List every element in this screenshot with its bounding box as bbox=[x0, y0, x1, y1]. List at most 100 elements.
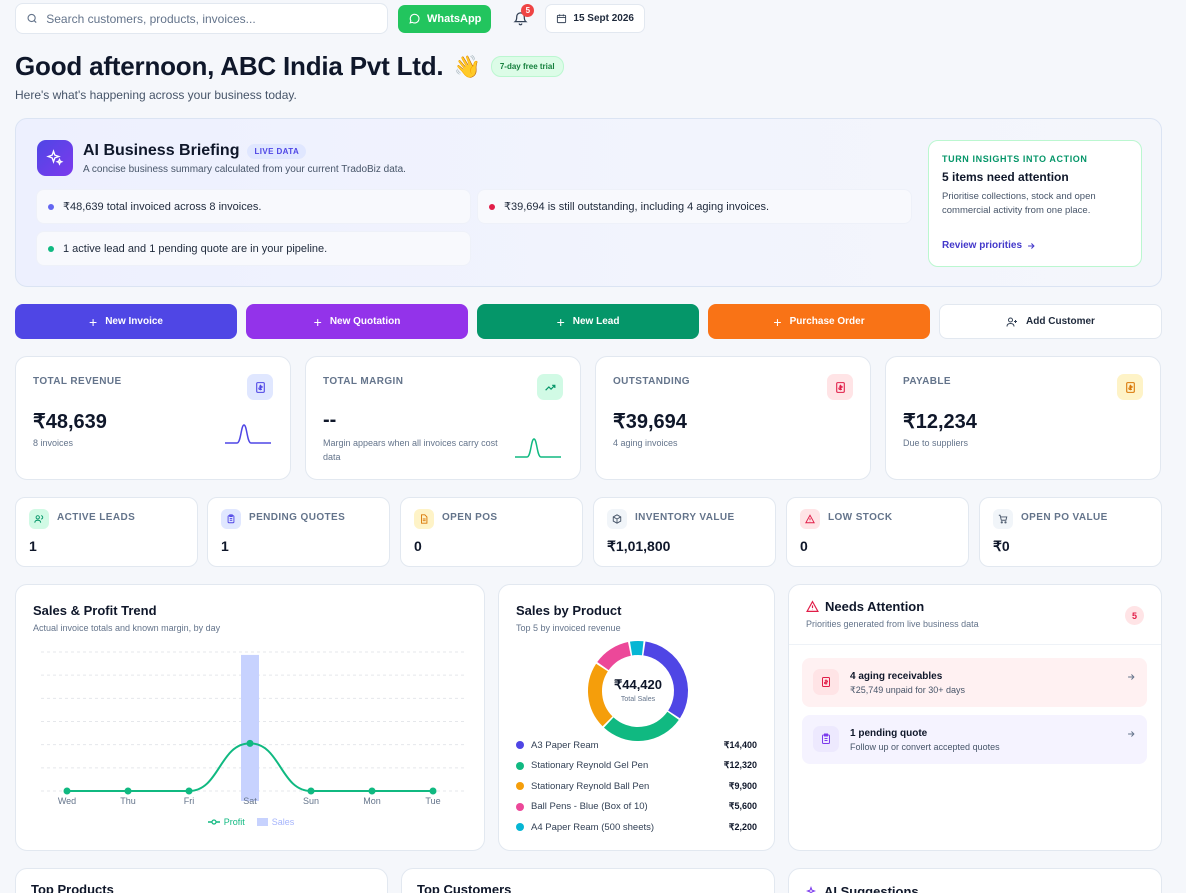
invoice-icon bbox=[827, 374, 853, 400]
kpi-total-revenue[interactable]: TOTAL REVENUE ₹48,639 8 invoices bbox=[15, 356, 291, 480]
legend-sales-label: Sales bbox=[271, 817, 295, 827]
donut-slice bbox=[603, 711, 679, 741]
action-text: Prioritise collections, stock and open c… bbox=[942, 191, 1096, 216]
new-invoice-button[interactable]: + New Invoice bbox=[15, 304, 237, 339]
attention-item-subtitle: Follow up or convert accepted quotes bbox=[850, 742, 1000, 752]
stat-low-stock[interactable]: LOW STOCK 0 bbox=[786, 497, 969, 567]
review-priorities-link[interactable]: Review priorities bbox=[942, 240, 1036, 251]
trend-up-icon bbox=[537, 374, 563, 400]
profit-line-icon bbox=[207, 819, 220, 825]
donut-slice bbox=[588, 663, 613, 727]
insight-item: ₹48,639 total invoiced across 8 invoices… bbox=[36, 189, 471, 224]
profit-point bbox=[63, 787, 71, 795]
insight-text: ₹48,639 total invoiced across 8 invoices… bbox=[63, 201, 262, 213]
stat-active-leads[interactable]: ACTIVE LEADS 1 bbox=[15, 497, 198, 567]
legend-dot bbox=[516, 741, 524, 749]
invoice-icon bbox=[247, 374, 273, 400]
x-tick-label: Sun bbox=[303, 796, 319, 806]
stat-inventory-value[interactable]: INVENTORY VALUE ₹1,01,800 bbox=[593, 497, 776, 567]
attention-item-pending-quote[interactable]: 1 pending quote Follow up or convert acc… bbox=[802, 715, 1147, 764]
legend-dot bbox=[516, 761, 524, 770]
stat-value: ₹1,01,800 bbox=[607, 538, 671, 554]
insight-dot bbox=[48, 245, 54, 252]
stat-pending-quotes[interactable]: PENDING QUOTES 1 bbox=[207, 497, 390, 567]
profit-point bbox=[429, 787, 437, 795]
insight-item: ₹39,694 is still outstanding, including … bbox=[477, 189, 912, 224]
profit-point bbox=[368, 787, 376, 795]
warning-icon bbox=[800, 509, 820, 529]
kpi-subtext: 8 invoices bbox=[33, 438, 74, 448]
bell-icon bbox=[513, 12, 528, 26]
attention-title: Needs Attention bbox=[825, 599, 925, 614]
product-donut-chart bbox=[588, 641, 688, 741]
new-invoice-label: New Invoice bbox=[105, 316, 163, 327]
legend-profit-label: Profit bbox=[223, 817, 245, 827]
wave-emoji: 👋 bbox=[453, 53, 481, 79]
kpi-total-margin[interactable]: TOTAL MARGIN -- Margin appears when all … bbox=[305, 356, 581, 480]
stat-value: 0 bbox=[414, 538, 422, 554]
kpi-outstanding[interactable]: OUTSTANDING ₹39,694 4 aging invoices bbox=[595, 356, 871, 480]
stat-value: 0 bbox=[800, 538, 808, 554]
products-subtitle: Top 5 by invoiced revenue bbox=[516, 623, 621, 633]
notifications-button[interactable]: 5 bbox=[505, 3, 535, 34]
legend-profit: Profit bbox=[207, 817, 245, 827]
top-products-title: Top Products bbox=[31, 882, 114, 893]
insight-text: ₹39,694 is still outstanding, including … bbox=[504, 201, 770, 213]
donut-total: ₹44,420 bbox=[613, 677, 663, 692]
new-lead-button[interactable]: + New Lead bbox=[477, 304, 699, 339]
plus-icon: + bbox=[773, 313, 782, 330]
arrow-right-icon bbox=[1128, 731, 1135, 737]
box-icon bbox=[607, 509, 627, 529]
top-customers-title: Top Customers bbox=[417, 882, 512, 893]
insight-item: 1 active lead and 1 pending quote are in… bbox=[36, 231, 471, 266]
product-legend-row: Stationary Reynold Ball Pen ₹9,900 bbox=[516, 779, 757, 793]
x-tick-label: Fri bbox=[184, 796, 195, 806]
stat-label: INVENTORY VALUE bbox=[635, 512, 735, 523]
new-quotation-label: New Quotation bbox=[329, 316, 401, 327]
trend-legend: Profit Sales bbox=[16, 817, 486, 827]
search-input[interactable] bbox=[46, 11, 377, 26]
stat-value: 1 bbox=[29, 538, 37, 554]
stat-label: OPEN POS bbox=[442, 512, 498, 523]
whatsapp-icon bbox=[409, 13, 420, 24]
attention-item-aging-receivables[interactable]: 4 aging receivables ₹25,749 unpaid for 3… bbox=[802, 658, 1147, 707]
top-customers-panel: Top Customers bbox=[401, 868, 775, 893]
x-tick-label: Sat bbox=[243, 796, 257, 806]
legend-sales: Sales bbox=[256, 817, 295, 827]
kpi-subtext: Margin appears when all invoices carry c… bbox=[323, 438, 498, 462]
kpi-subtext: Due to suppliers bbox=[903, 438, 969, 448]
greeting-title: Good afternoon, ABC India Pvt Ltd. bbox=[15, 51, 444, 81]
donut-slice bbox=[597, 642, 632, 671]
trend-subtitle: Actual invoice totals and known margin, … bbox=[33, 623, 221, 633]
stat-open-pos[interactable]: OPEN POS 0 bbox=[400, 497, 583, 567]
greeting-section: Good afternoon, ABC India Pvt Ltd. 👋 7-d… bbox=[15, 51, 564, 102]
products-title: Sales by Product bbox=[516, 603, 622, 618]
kpi-value: ₹39,694 bbox=[613, 411, 687, 433]
new-quotation-button[interactable]: + New Quotation bbox=[246, 304, 468, 339]
cart-icon bbox=[993, 509, 1013, 529]
legend-dot bbox=[516, 782, 524, 791]
sparkle-icon bbox=[37, 140, 73, 176]
product-legend-row: Stationary Reynold Gel Pen ₹12,320 bbox=[516, 759, 757, 773]
invoice-icon bbox=[1117, 374, 1143, 400]
date-picker-button[interactable]: 15 Sept 2026 bbox=[545, 4, 645, 33]
search-box[interactable] bbox=[15, 3, 388, 34]
ai-briefing-card: AI Business Briefing LIVE DATA A concise… bbox=[15, 118, 1162, 287]
product-amount: ₹5,600 bbox=[728, 801, 757, 812]
action-eyebrow: TURN INSIGHTS INTO ACTION bbox=[942, 154, 1088, 164]
purchase-order-button[interactable]: + Purchase Order bbox=[708, 304, 930, 339]
product-amount: ₹9,900 bbox=[728, 780, 757, 791]
kpi-payable[interactable]: PAYABLE ₹12,234 Due to suppliers bbox=[885, 356, 1161, 480]
attention-subtitle: Priorities generated from live business … bbox=[806, 619, 979, 629]
stat-value: 1 bbox=[221, 538, 229, 554]
attention-item-title: 4 aging receivables bbox=[850, 671, 943, 682]
alert-triangle-icon bbox=[806, 600, 819, 612]
sparkle-icon bbox=[806, 885, 817, 893]
search-icon bbox=[27, 13, 37, 23]
stat-open-po-value[interactable]: OPEN PO VALUE ₹0 bbox=[979, 497, 1162, 567]
add-customer-button[interactable]: Add Customer bbox=[939, 304, 1162, 339]
insights-action-card: TURN INSIGHTS INTO ACTION 5 items need a… bbox=[928, 140, 1142, 267]
divider bbox=[789, 644, 1161, 645]
whatsapp-button[interactable]: WhatsApp bbox=[398, 4, 492, 33]
kpi-value: -- bbox=[323, 409, 337, 431]
